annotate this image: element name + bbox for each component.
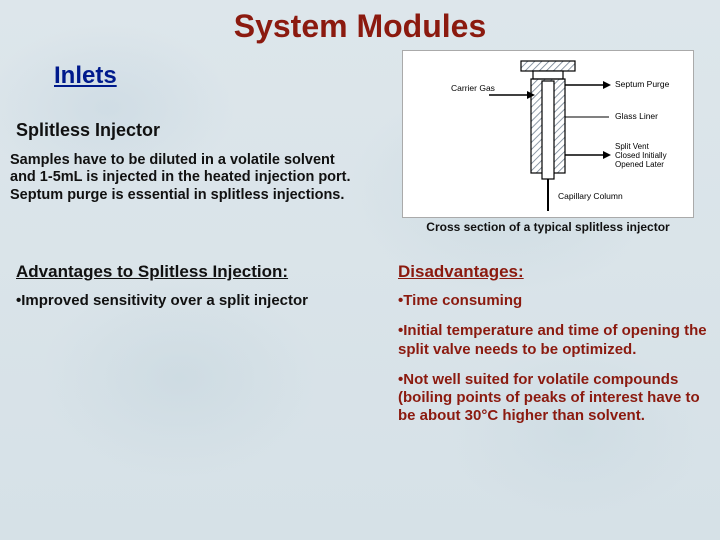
disadvantage-item: Initial temperature and time of opening …: [398, 322, 707, 357]
label-septum-purge: Septum Purge: [615, 79, 670, 89]
diagram-caption: Cross section of a typical splitless inj…: [398, 220, 698, 234]
body-text: Samples have to be diluted in a volatile…: [10, 152, 362, 204]
label-glass-liner: Glass Liner: [615, 111, 658, 121]
section-heading: Inlets: [54, 62, 117, 90]
disadvantage-item: Not well suited for volatile compounds (…: [398, 371, 700, 425]
diagram-svg: Carrier Gas Septum Purge Glass Liner Spl…: [403, 51, 693, 217]
disadvantages-list: •Time consuming •Initial temperature and…: [398, 292, 708, 438]
subheading: Splitless Injector: [16, 120, 160, 141]
advantages-list: •Improved sensitivity over a split injec…: [16, 292, 356, 310]
slide-title: System Modules: [0, 8, 720, 45]
disadvantage-item: Time consuming: [403, 292, 522, 309]
disadvantages-heading: Disadvantages:: [398, 262, 524, 282]
label-split-vent-3: Opened Later: [615, 160, 664, 169]
injector-diagram: Carrier Gas Septum Purge Glass Liner Spl…: [402, 50, 694, 218]
advantage-item: Improved sensitivity over a split inject…: [21, 292, 308, 309]
label-capillary: Capillary Column: [558, 191, 623, 201]
advantages-heading: Advantages to Splitless Injection:: [16, 262, 288, 282]
slide: System Modules Inlets Splitless Injector…: [0, 0, 720, 540]
label-split-vent-1: Split Vent: [615, 142, 650, 151]
label-carrier-gas: Carrier Gas: [451, 83, 495, 93]
label-split-vent-2: Closed Initially: [615, 151, 667, 160]
